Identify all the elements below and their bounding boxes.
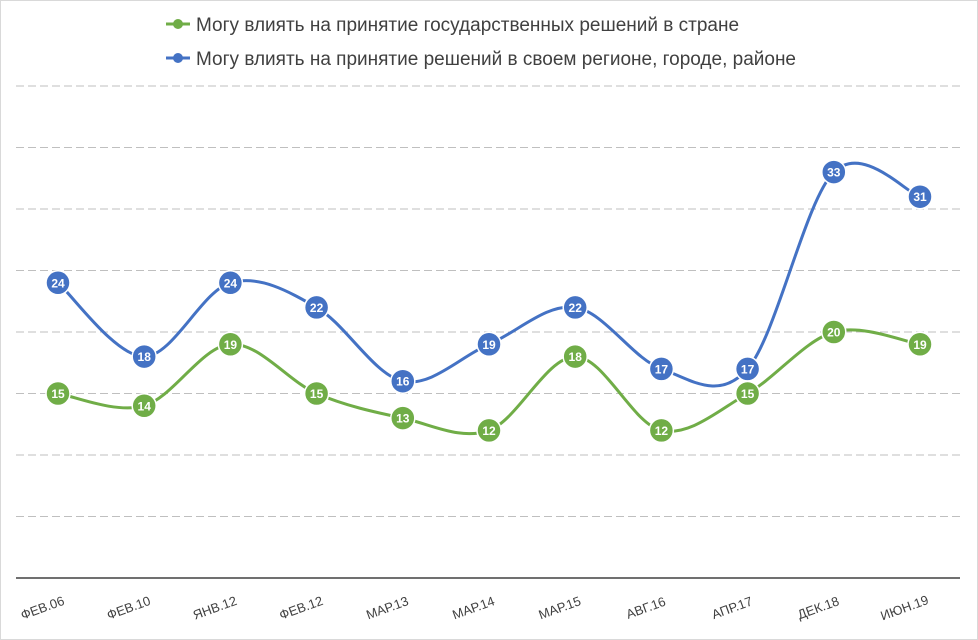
data-point-regional	[476, 331, 502, 358]
data-label-state: 12	[655, 424, 669, 438]
data-label-regional: 31	[913, 190, 927, 204]
data-label-state: 19	[913, 338, 927, 352]
data-label-regional: 17	[741, 362, 755, 376]
x-tick-labels: ФЕВ.06 ФЕВ.10 ЯНВ.12 ФЕВ.12 МАР.13 МАР.14 МАР.…	[19, 592, 931, 623]
x-tick-label: ИЮН.19	[878, 592, 930, 623]
x-tick-label: ФЕВ.06	[19, 593, 67, 623]
data-point-regional	[390, 368, 416, 394]
data-point-state	[821, 319, 847, 345]
data-point-state	[390, 405, 416, 431]
data-label-regional: 22	[569, 301, 583, 315]
data-label-regional: 24	[51, 276, 65, 290]
data-label-state: 13	[396, 412, 410, 426]
x-tick-label: АВГ.16	[624, 594, 668, 622]
data-point-state	[131, 393, 157, 419]
gridlines	[16, 85, 960, 517]
data-label-regional: 22	[310, 301, 324, 315]
data-point-regional	[562, 294, 588, 321]
x-tick-label: ФЕВ.10	[105, 593, 153, 623]
data-label-regional: 16	[396, 375, 410, 389]
legend-swatch-marker-regional	[173, 53, 183, 63]
data-label-state: 12	[482, 424, 496, 438]
legend-label-regional: Могу влиять на принятие решений в своем …	[196, 49, 796, 70]
data-label-regional: 19	[482, 338, 496, 352]
data-point-regional	[217, 270, 244, 296]
data-point-regional	[734, 356, 761, 382]
data-label-state: 20	[827, 326, 841, 340]
series-layer: 15 14 19 15 13 12 18 12 15 20 19 24 18 24 22 16 19 22 17 17…	[45, 159, 933, 444]
x-tick-label: МАР.14	[450, 593, 496, 622]
data-point-regional	[303, 294, 330, 321]
data-point-regional	[907, 183, 933, 210]
legend-entry-state-decisions: Могу влиять на принятие государственных …	[166, 15, 739, 36]
series-regional: 24 18 24 22 16 19 22 17 17 33 31	[45, 159, 933, 394]
data-label-state: 19	[224, 338, 238, 352]
x-tick-label: ФЕВ.12	[277, 593, 325, 623]
data-label-state: 15	[741, 387, 755, 401]
data-point-state	[648, 417, 675, 444]
data-label-state: 14	[138, 399, 152, 413]
data-label-regional: 17	[655, 362, 669, 376]
legend: Могу влиять на принятие государственных …	[166, 15, 796, 70]
x-tick-label: МАР.15	[537, 593, 583, 622]
legend-entry-regional-decisions: Могу влиять на принятие решений в своем …	[166, 49, 796, 70]
x-tick-label: ДЕК.18	[795, 593, 841, 622]
data-point-regional	[131, 343, 157, 370]
data-label-regional: 24	[224, 276, 238, 290]
data-label-regional: 33	[827, 166, 841, 180]
data-point-state	[45, 380, 71, 407]
data-point-state	[907, 331, 933, 358]
data-point-state	[562, 343, 588, 370]
x-tick-label: ЯНВ.12	[191, 593, 239, 623]
data-point-regional	[45, 270, 71, 296]
legend-swatch-marker-state	[173, 19, 183, 29]
data-label-state: 15	[310, 387, 324, 401]
data-point-state	[303, 380, 330, 407]
data-point-state	[217, 331, 244, 358]
data-label-regional: 18	[138, 350, 152, 364]
data-point-state	[476, 417, 502, 444]
x-tick-label: МАР.13	[364, 593, 410, 622]
data-point-regional	[821, 159, 847, 185]
data-label-state: 15	[51, 387, 65, 401]
data-label-state: 18	[569, 350, 583, 364]
x-tick-label: АПР.17	[710, 594, 755, 623]
legend-label-state: Могу влиять на принятие государственных …	[196, 15, 739, 36]
series-state: 15 14 19 15 13 12 18 12 15 20 19	[45, 319, 933, 444]
data-point-regional	[648, 356, 675, 382]
